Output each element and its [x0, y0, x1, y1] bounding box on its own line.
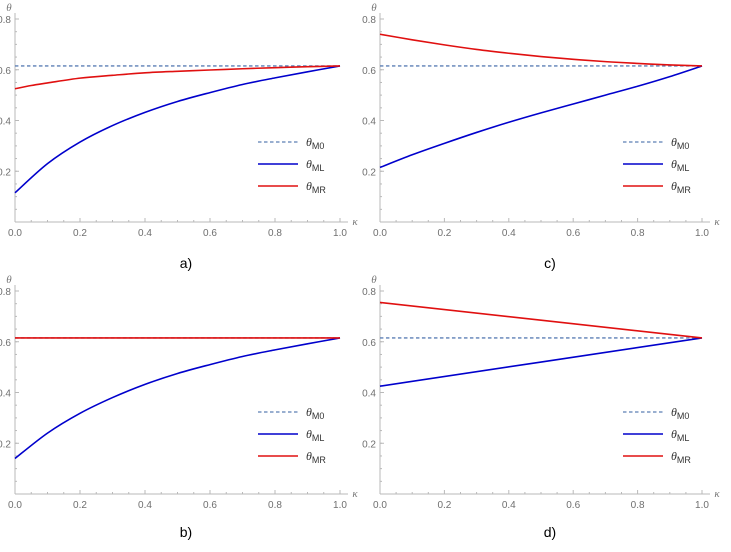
y-axis-label: θ [6, 2, 12, 14]
y-tick-label: 0.6 [362, 338, 376, 349]
y-tick-label: 0.2 [0, 167, 11, 178]
legend: θM0 θML θMR [623, 135, 691, 195]
y-tick-label: 0.8 [0, 15, 11, 26]
series-line-theta-ML [379, 65, 703, 169]
x-tick-label: 0.2 [437, 228, 451, 239]
x-tick-label: 0.6 [566, 500, 580, 511]
legend-label: θM0 [671, 135, 689, 151]
chart-panel-b: 0.00.20.40.60.81.00.20.40.60.8θκθM0θMLθM… [0, 274, 358, 540]
x-tick-label: 0.8 [268, 228, 282, 239]
x-tick-label: 0.0 [8, 228, 22, 239]
legend-label: θM0 [306, 135, 324, 151]
x-tick-label: 0.4 [138, 228, 152, 239]
x-tick-label: 0.2 [73, 228, 87, 239]
y-tick-label: 0.2 [362, 439, 376, 450]
panel-caption: d) [544, 524, 556, 540]
legend-label: θML [671, 157, 689, 173]
x-tick-label: 1.0 [695, 500, 709, 511]
legend: θM0 θML θMR [258, 405, 326, 465]
x-tick-label: 0.0 [373, 228, 387, 239]
x-axis-label: κ [714, 216, 720, 228]
y-axis-label: θ [6, 274, 12, 286]
x-tick-label: 1.0 [333, 228, 347, 239]
x-tick-label: 0.6 [566, 228, 580, 239]
chart-panel-a: 0.00.20.40.60.81.00.20.40.60.8θκθM0θMLθM… [0, 2, 358, 271]
x-tick-label: 0.0 [8, 500, 22, 511]
x-axis-label: κ [352, 216, 358, 228]
legend-label: θMR [306, 179, 326, 195]
legend-label: θML [306, 157, 324, 173]
x-tick-label: 0.4 [502, 228, 516, 239]
y-tick-label: 0.8 [0, 287, 11, 298]
legend-label: θM0 [671, 405, 689, 421]
x-tick-label: 0.6 [203, 500, 217, 511]
y-tick-label: 0.2 [362, 167, 376, 178]
series-line-theta-MR [379, 33, 703, 67]
panel-caption: c) [544, 255, 556, 271]
legend: θM0 θML θMR [258, 135, 326, 195]
y-axis-label: θ [371, 2, 377, 14]
x-tick-label: 1.0 [333, 500, 347, 511]
legend-label: θML [306, 427, 324, 443]
x-axis-label: κ [714, 488, 720, 500]
y-tick-label: 0.4 [0, 117, 11, 128]
y-tick-label: 0.8 [362, 287, 376, 298]
legend: θM0 θML θMR [623, 405, 691, 465]
legend-label: θML [671, 427, 689, 443]
y-tick-label: 0.4 [362, 117, 376, 128]
legend-label: θM0 [306, 405, 324, 421]
y-tick-label: 0.6 [0, 338, 11, 349]
x-tick-label: 0.4 [138, 500, 152, 511]
chart-panel-d: 0.0 0.2 0.4 0.6 0.8 1.00.20.40.60.8θκθM0θMLθM… [362, 274, 720, 540]
series-line-theta-ML [14, 337, 341, 460]
y-tick-label: 0.2 [0, 439, 11, 450]
x-axis-label: κ [352, 488, 358, 500]
legend-label: θMR [306, 449, 326, 465]
y-tick-label: 0.6 [0, 66, 11, 77]
chart-panel-c: 0.0 0.2 0.4 0.6 0.8 1.00.20.40.60.8θκθM0θMLθM… [362, 2, 720, 271]
panel-caption: a) [180, 255, 192, 271]
panel-caption: b) [180, 524, 192, 540]
x-tick-label: 0.8 [268, 500, 282, 511]
x-tick-label: 0.2 [437, 500, 451, 511]
y-axis-label: θ [371, 274, 377, 286]
x-tick-label: 0.2 [73, 500, 87, 511]
x-tick-label: 0.4 [502, 500, 516, 511]
x-tick-label: 0.6 [203, 228, 217, 239]
y-tick-label: 0.6 [362, 66, 376, 77]
y-tick-label: 0.4 [362, 389, 376, 400]
legend-label: θMR [671, 449, 691, 465]
x-tick-label: 1.0 [695, 228, 709, 239]
series-line-theta-ML [14, 65, 341, 194]
y-tick-label: 0.8 [362, 15, 376, 26]
legend-label: θMR [671, 179, 691, 195]
y-tick-label: 0.4 [0, 389, 11, 400]
series-line-theta-ML [379, 337, 703, 387]
series-line-theta-MR [379, 301, 703, 339]
series-line-theta-MR [14, 65, 341, 90]
x-tick-label: 0.8 [631, 228, 645, 239]
x-tick-label: 0.0 [373, 500, 387, 511]
x-tick-label: 0.8 [631, 500, 645, 511]
